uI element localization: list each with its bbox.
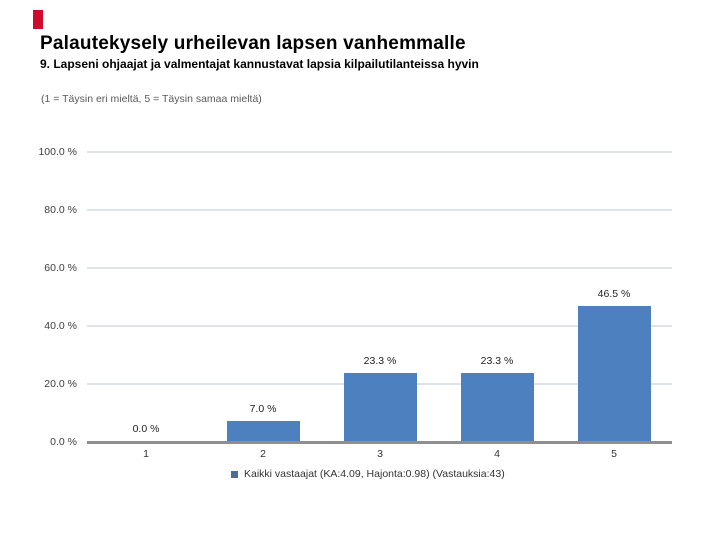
y-axis-tick-label: 0.0 % <box>50 436 77 448</box>
bar-value-label: 23.3 % <box>480 355 514 368</box>
y-axis-tick-label: 80.0 % <box>44 204 77 216</box>
legend-marker-icon <box>231 470 238 478</box>
y-axis-tick-label: 20.0 % <box>44 378 77 390</box>
y-axis-tick-label: 60.0 % <box>44 262 77 274</box>
gridline <box>87 209 672 211</box>
gridline <box>87 151 672 153</box>
x-axis-category-label: 1 <box>143 448 149 460</box>
gridline <box>87 325 672 327</box>
brand-mark <box>33 10 43 29</box>
bar-value-label: 23.3 % <box>363 355 397 368</box>
question-subtitle: 9. Lapseni ohjaajat ja valmentajat kannu… <box>40 57 479 71</box>
x-axis-line <box>87 441 672 444</box>
page-title: Palautekysely urheilevan lapsen vanhemma… <box>40 33 466 54</box>
chart-legend: Kaikki vastaajat (KA:4.09, Hajonta:0.98)… <box>231 468 505 480</box>
bar-category-4 <box>460 373 534 441</box>
y-axis-tick-label: 100.0 % <box>38 146 77 158</box>
bar-category-2 <box>226 420 300 441</box>
x-axis-category-label: 5 <box>611 448 617 460</box>
bar-value-label: 7.0 % <box>249 402 277 415</box>
x-axis-category-label: 3 <box>377 448 383 460</box>
x-axis-category-label: 4 <box>494 448 500 460</box>
y-axis-tick-label: 40.0 % <box>44 320 77 332</box>
bar-value-label: 46.5 % <box>597 288 631 301</box>
legend-label: Kaikki vastaajat (KA:4.09, Hajonta:0.98)… <box>244 468 505 480</box>
bar-category-5 <box>577 306 651 441</box>
x-axis-category-label: 2 <box>260 448 266 460</box>
bar-category-3 <box>343 373 417 441</box>
bar-value-label: 0.0 % <box>132 423 160 435</box>
gridline <box>87 267 672 269</box>
bar-chart: 0.0 % 20.0 % 40.0 % 60.0 % 80.0 % 100.0 % 0.0 … <box>38 146 672 460</box>
scale-note: (1 = Täysin eri mieltä, 5 = Täysin samaa… <box>41 93 262 105</box>
